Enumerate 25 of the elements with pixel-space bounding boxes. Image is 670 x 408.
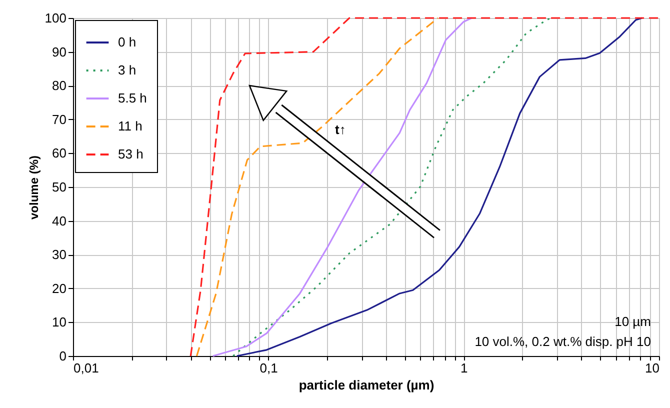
y-tick-label: 100 [44,10,66,26]
y-tick-label: 40 [52,213,66,228]
y-tick-label: 70 [52,112,66,127]
y-tick-label: 60 [52,146,66,161]
y-tick-label: 50 [52,180,66,194]
y-tick-label: 30 [52,247,66,262]
legend-label: 5.5 h [118,90,147,106]
annotation: t↑ [335,122,346,137]
annotation: 10 µm [614,314,651,329]
y-tick-label: 0 [59,348,66,364]
x-tick-label: 0,01 [74,360,99,376]
y-tick-label: 80 [52,78,66,94]
x-tick-label: 0,1 [260,360,278,376]
legend-label: 53 h [118,146,144,162]
legend-label: 3 h [118,62,136,78]
y-tick-label: 90 [52,44,66,60]
x-tick-label: 10 [645,360,660,376]
y-axis-title: volume (%) [26,155,41,220]
annotation: 10 vol.%, 0.2 wt.% disp. pH 10 [474,334,651,349]
x-axis-title: particle diameter (µm) [298,378,434,392]
y-tick-label: 20 [52,280,66,296]
x-tick-label: 1 [460,360,468,376]
legend-label: 11 h [118,118,142,134]
y-tick-label: 10 [52,314,66,330]
legend-label: 0 h [118,34,136,50]
